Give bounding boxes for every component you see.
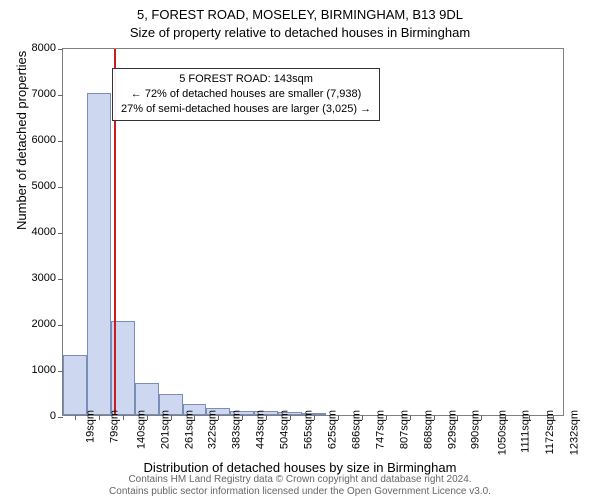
histogram-bar: [87, 93, 111, 415]
y-tick-label: 3000: [32, 272, 56, 284]
y-tick-label: 4000: [32, 226, 56, 238]
x-tick-mark: [75, 415, 76, 420]
y-tick-mark: [58, 187, 63, 188]
x-tick-label: 140sqm: [135, 410, 147, 449]
y-tick-label: 6000: [32, 134, 56, 146]
x-tick-label: 807sqm: [398, 410, 410, 449]
license-line-2: Contains public sector information licen…: [0, 486, 600, 498]
x-tick-label: 1111sqm: [520, 410, 532, 453]
y-tick-mark: [58, 233, 63, 234]
callout-box: 5 FOREST ROAD: 143sqm ← 72% of detached …: [112, 68, 380, 121]
x-axis-title: Distribution of detached houses by size …: [0, 460, 600, 475]
callout-line-2: ← 72% of detached houses are smaller (7,…: [121, 87, 371, 102]
y-tick-mark: [58, 417, 63, 418]
title-line-1: 5, FOREST ROAD, MOSELEY, BIRMINGHAM, B13…: [0, 6, 600, 24]
x-tick-label: 1050sqm: [497, 410, 509, 455]
x-tick-label: 686sqm: [350, 410, 362, 449]
y-tick-label: 5000: [32, 180, 56, 192]
x-tick-label: 322sqm: [207, 410, 219, 449]
title-line-2: Size of property relative to detached ho…: [0, 24, 600, 42]
y-tick-mark: [58, 325, 63, 326]
x-tick-label: 504sqm: [279, 410, 291, 449]
x-tick-label: 383sqm: [231, 410, 243, 449]
x-tick-label: 747sqm: [374, 410, 386, 449]
y-tick-label: 0: [50, 410, 56, 422]
x-tick-label: 625sqm: [327, 410, 339, 449]
x-tick-label: 261sqm: [183, 410, 195, 449]
x-tick-mark: [123, 415, 124, 420]
y-tick-mark: [58, 371, 63, 372]
x-tick-label: 79sqm: [108, 410, 120, 443]
y-tick-mark: [58, 49, 63, 50]
x-tick-mark: [99, 415, 100, 420]
callout-line-3: 27% of semi-detached houses are larger (…: [121, 102, 371, 117]
chart-title-area: 5, FOREST ROAD, MOSELEY, BIRMINGHAM, B13…: [0, 0, 600, 41]
x-tick-label: 990sqm: [470, 410, 482, 449]
y-tick-label: 8000: [32, 42, 56, 54]
callout-line-1: 5 FOREST ROAD: 143sqm: [121, 72, 371, 87]
x-tick-label: 19sqm: [84, 410, 96, 443]
y-tick-label: 7000: [32, 88, 56, 100]
x-tick-label: 201sqm: [159, 410, 171, 449]
y-tick-label: 2000: [32, 318, 56, 330]
y-tick-label: 1000: [32, 364, 56, 376]
x-tick-label: 1172sqm: [544, 410, 556, 454]
license-text: Contains HM Land Registry data © Crown c…: [0, 474, 600, 498]
y-tick-mark: [58, 95, 63, 96]
y-axis-title: Number of detached properties: [14, 51, 29, 230]
x-tick-label: 868sqm: [422, 410, 434, 449]
x-tick-label: 565sqm: [303, 410, 315, 449]
y-tick-mark: [58, 141, 63, 142]
x-tick-label: 443sqm: [255, 410, 267, 449]
license-line-1: Contains HM Land Registry data © Crown c…: [0, 474, 600, 486]
x-tick-label: 929sqm: [446, 410, 458, 449]
x-tick-label: 1232sqm: [569, 410, 581, 455]
chart-area: 5 FOREST ROAD: 143sqm ← 72% of detached …: [62, 48, 564, 416]
histogram-bar: [63, 355, 87, 415]
y-tick-mark: [58, 279, 63, 280]
